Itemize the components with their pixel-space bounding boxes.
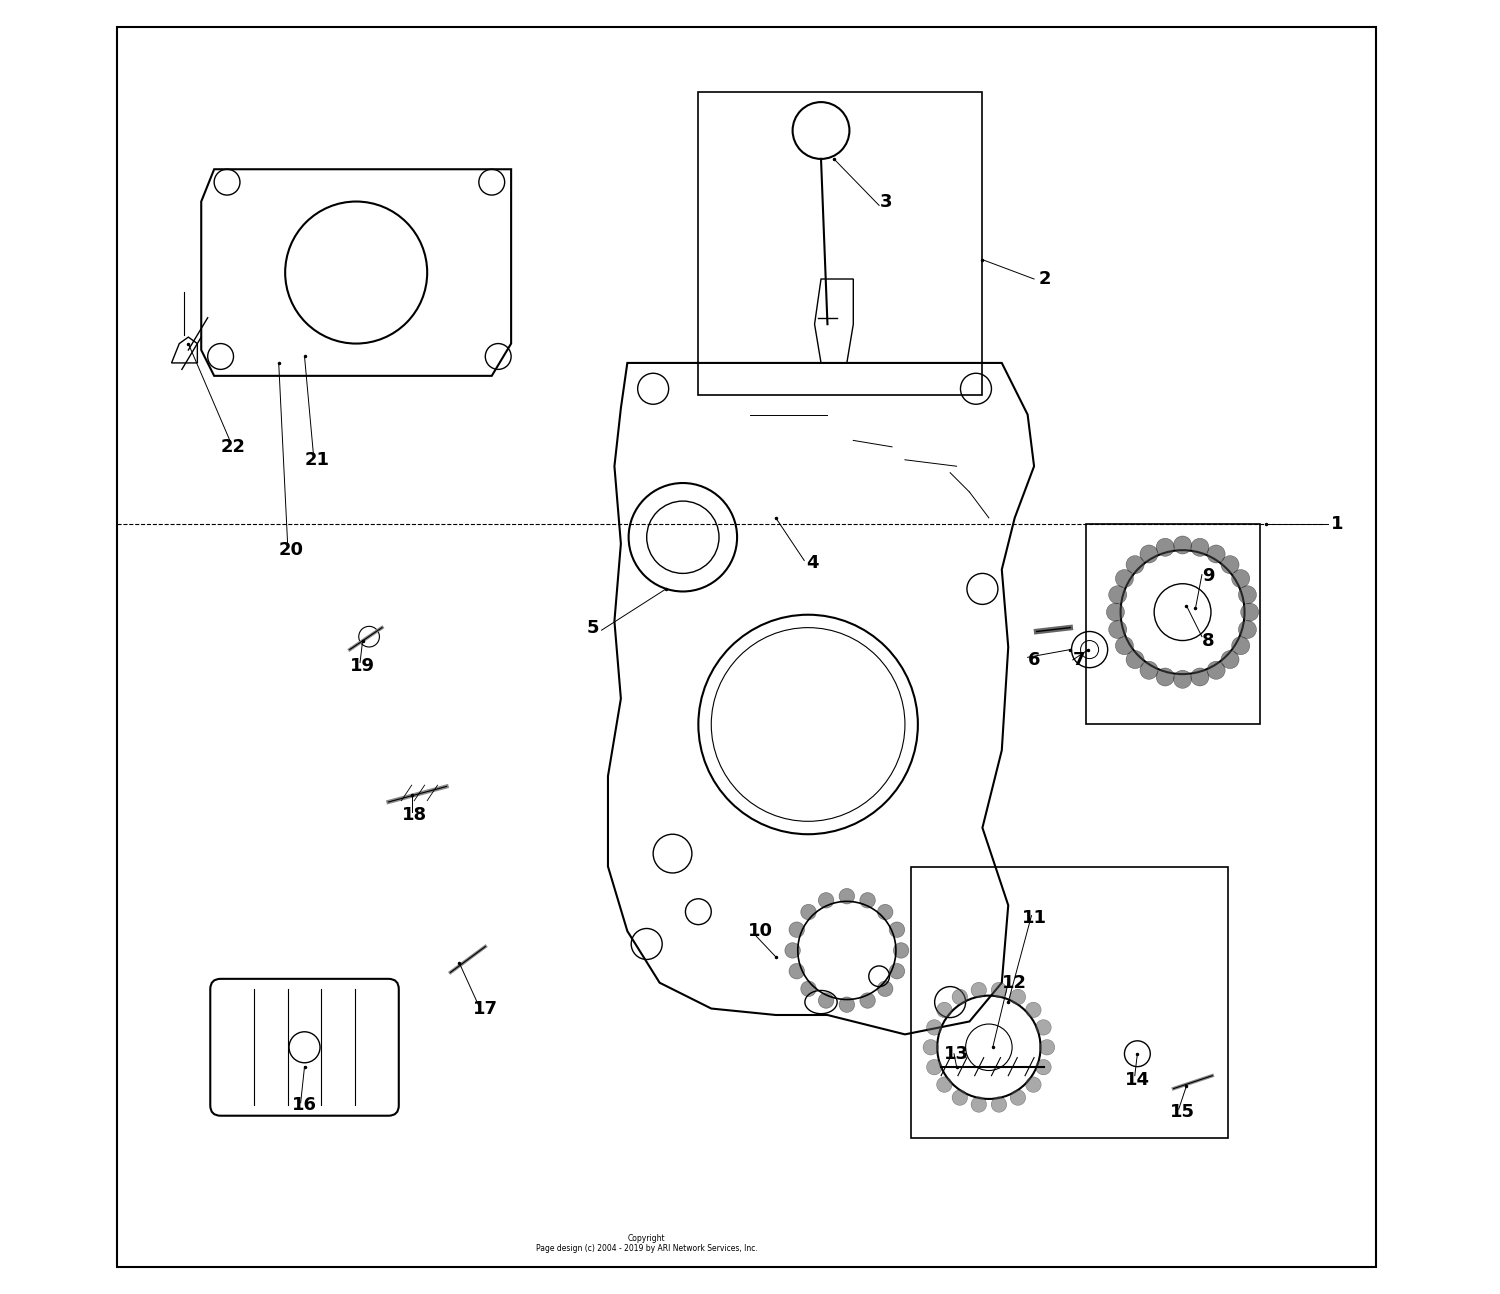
Circle shape xyxy=(1208,661,1225,679)
Circle shape xyxy=(1026,1002,1041,1017)
Bar xyxy=(699,92,982,395)
Circle shape xyxy=(922,1039,939,1055)
Text: 1: 1 xyxy=(1332,515,1344,533)
Circle shape xyxy=(789,921,804,937)
Circle shape xyxy=(1108,586,1126,604)
Circle shape xyxy=(1126,555,1144,573)
Text: 20: 20 xyxy=(279,541,304,559)
Circle shape xyxy=(927,1060,942,1075)
Circle shape xyxy=(1232,569,1250,587)
Circle shape xyxy=(859,893,876,908)
Text: 7: 7 xyxy=(1072,651,1086,669)
Circle shape xyxy=(878,981,892,996)
Circle shape xyxy=(819,893,834,908)
Circle shape xyxy=(1156,538,1174,556)
Text: 22: 22 xyxy=(220,437,246,455)
Circle shape xyxy=(801,905,816,920)
Circle shape xyxy=(1221,651,1239,669)
Circle shape xyxy=(1010,989,1026,1004)
Text: 21: 21 xyxy=(304,450,330,468)
Text: 3: 3 xyxy=(879,193,892,211)
Circle shape xyxy=(801,981,816,996)
Circle shape xyxy=(1221,555,1239,573)
Bar xyxy=(912,867,1228,1137)
Circle shape xyxy=(1035,1020,1052,1035)
Text: 11: 11 xyxy=(1022,910,1047,928)
Circle shape xyxy=(1239,621,1257,638)
Circle shape xyxy=(936,1077,952,1092)
Circle shape xyxy=(1140,661,1158,679)
Circle shape xyxy=(1191,538,1209,556)
Text: 18: 18 xyxy=(402,806,427,824)
Text: 9: 9 xyxy=(1202,567,1215,585)
Circle shape xyxy=(992,982,1006,998)
Circle shape xyxy=(970,1097,987,1113)
Text: 6: 6 xyxy=(1028,651,1041,669)
Circle shape xyxy=(878,905,892,920)
Circle shape xyxy=(890,921,904,937)
Circle shape xyxy=(819,992,834,1008)
Circle shape xyxy=(1010,1090,1026,1105)
Text: Copyright
Page design (c) 2004 - 2019 by ARI Network Services, Inc.: Copyright Page design (c) 2004 - 2019 by… xyxy=(536,1234,758,1254)
Circle shape xyxy=(1208,545,1225,563)
Circle shape xyxy=(1240,603,1258,621)
Circle shape xyxy=(859,992,876,1008)
Text: 17: 17 xyxy=(472,999,498,1017)
Circle shape xyxy=(1116,637,1134,655)
Circle shape xyxy=(839,996,855,1012)
Circle shape xyxy=(1026,1077,1041,1092)
Circle shape xyxy=(927,1020,942,1035)
Circle shape xyxy=(952,989,968,1004)
Text: 5: 5 xyxy=(586,619,598,637)
Text: 15: 15 xyxy=(1170,1102,1196,1121)
Text: 2: 2 xyxy=(1038,270,1050,289)
Circle shape xyxy=(890,964,904,980)
Circle shape xyxy=(952,1090,968,1105)
Circle shape xyxy=(936,1002,952,1017)
Text: 14: 14 xyxy=(1125,1070,1150,1088)
Circle shape xyxy=(1239,586,1257,604)
Circle shape xyxy=(894,943,909,958)
Bar xyxy=(1086,524,1260,725)
Circle shape xyxy=(1040,1039,1054,1055)
Text: 19: 19 xyxy=(350,657,375,675)
Text: 4: 4 xyxy=(806,554,818,572)
Text: 16: 16 xyxy=(292,1096,316,1114)
Circle shape xyxy=(970,982,987,998)
Circle shape xyxy=(1035,1060,1052,1075)
Circle shape xyxy=(992,1097,1006,1113)
Circle shape xyxy=(1116,569,1134,587)
Circle shape xyxy=(839,889,855,905)
Circle shape xyxy=(784,943,801,958)
Text: 10: 10 xyxy=(748,923,772,939)
Circle shape xyxy=(1173,670,1191,688)
Circle shape xyxy=(1232,637,1250,655)
Text: 8: 8 xyxy=(1202,631,1215,650)
Circle shape xyxy=(1140,545,1158,563)
Circle shape xyxy=(1107,603,1125,621)
Circle shape xyxy=(1156,668,1174,686)
Circle shape xyxy=(789,964,804,980)
Circle shape xyxy=(1173,536,1191,554)
Text: 13: 13 xyxy=(944,1044,969,1062)
Circle shape xyxy=(1108,621,1126,638)
Text: 12: 12 xyxy=(1002,973,1028,991)
Circle shape xyxy=(1126,651,1144,669)
Circle shape xyxy=(1191,668,1209,686)
